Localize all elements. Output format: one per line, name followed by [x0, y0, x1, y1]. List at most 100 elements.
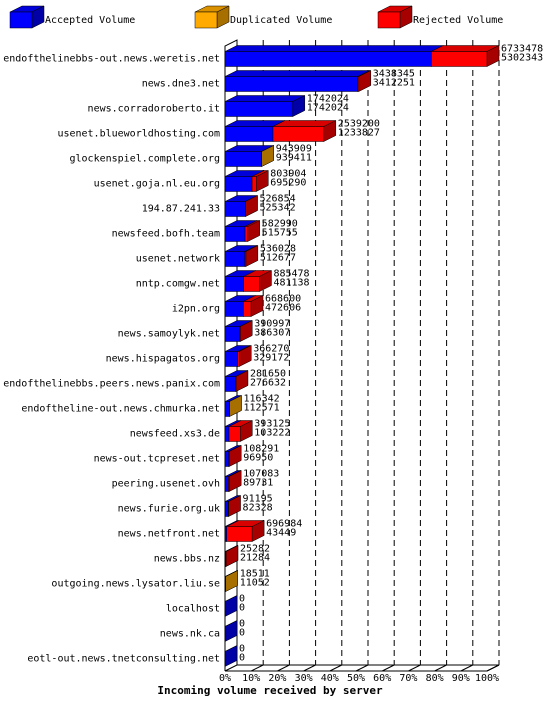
accepted-label: 1233827 — [338, 128, 380, 139]
accepted-label: 5302343 — [501, 53, 543, 64]
x-tick-label: 100% — [475, 673, 499, 684]
total-label: 18511 — [240, 569, 270, 580]
bar-segment-side — [225, 545, 239, 567]
bar-segment-side — [224, 645, 238, 667]
category-label: usenet.network — [136, 254, 220, 265]
total-label: 0 — [239, 594, 245, 605]
accepted-label: 0 — [239, 653, 245, 664]
bar-segment — [237, 351, 240, 367]
bar-segment-side — [224, 620, 238, 642]
bar-segment — [243, 301, 252, 317]
legend-label: Rejected Volume — [413, 15, 503, 26]
bar-segment — [224, 151, 262, 167]
total-label: 281650 — [250, 369, 286, 380]
x-tick-label: 60% — [373, 673, 391, 684]
total-label: 803904 — [270, 169, 306, 180]
x-tick-label: 70% — [399, 673, 417, 684]
bar-segment — [224, 401, 230, 417]
bar-segment-side — [224, 595, 238, 617]
legend-swatch — [194, 11, 218, 29]
bar-segment — [224, 476, 229, 492]
bar-segment — [224, 301, 244, 317]
bar-segment — [224, 51, 432, 67]
bar-segment-side — [225, 570, 238, 592]
bar-segment — [228, 476, 230, 492]
tick-mark — [303, 664, 316, 672]
accepted-label: 103222 — [254, 428, 290, 439]
category-label: nntp.comgw.net — [136, 279, 220, 290]
accepted-label: 82328 — [243, 503, 273, 514]
accepted-label: 112571 — [244, 403, 280, 414]
accepted-label: 695290 — [270, 178, 306, 189]
x-tick-label: 90% — [452, 673, 470, 684]
total-label: 25282 — [240, 544, 270, 555]
accepted-label: 276632 — [250, 378, 286, 389]
bar-segment — [224, 251, 246, 267]
tick-mark — [408, 664, 421, 672]
total-label: 885478 — [273, 269, 309, 280]
total-label: 0 — [239, 619, 245, 630]
category-label: 194.87.241.33 — [142, 204, 220, 215]
bar-segment — [224, 426, 230, 442]
tick-mark — [250, 664, 264, 672]
accepted-label: 96950 — [243, 453, 273, 464]
accepted-label: 11052 — [240, 578, 270, 589]
total-label: 582990 — [262, 219, 298, 230]
total-label: 526854 — [259, 194, 295, 205]
total-label: 107083 — [243, 469, 279, 480]
category-label: news.hispagatos.org — [106, 354, 220, 365]
category-label: news.bbs.nz — [154, 554, 220, 565]
x-tick-label: 30% — [295, 673, 313, 684]
total-label: 1742024 — [307, 94, 349, 105]
accepted-label: 472606 — [265, 303, 301, 314]
accepted-label: 1742024 — [307, 103, 349, 114]
x-tick-label: 50% — [347, 673, 365, 684]
bar-segment — [224, 526, 227, 542]
category-label: endofthelinebbs.peers.news.panix.com — [3, 379, 220, 390]
bar-segment — [224, 326, 241, 342]
category-label: news.dne3.net — [142, 79, 220, 90]
bar-segment — [224, 276, 244, 292]
bar-segment — [251, 176, 257, 192]
total-label: 116342 — [244, 394, 280, 405]
accepted-label: 43449 — [266, 528, 296, 539]
tick-mark — [434, 664, 447, 672]
x-tick-label: 10% — [242, 673, 260, 684]
total-label: 943909 — [276, 144, 312, 155]
legend-label: Accepted Volume — [45, 15, 135, 26]
bar-segment — [224, 126, 274, 142]
bar-segment — [431, 51, 488, 67]
total-label: 668600 — [265, 294, 301, 305]
category-label: i2pn.org — [172, 304, 220, 315]
category-label: newsfeed.xs3.de — [130, 429, 220, 440]
bar-segment — [243, 276, 260, 292]
bar-segment — [224, 451, 230, 467]
category-label: glockenspiel.complete.org — [69, 154, 220, 165]
total-label: 91195 — [243, 494, 273, 505]
bar-segment — [357, 76, 360, 92]
accepted-label: 21284 — [240, 553, 270, 564]
accepted-label: 89731 — [243, 478, 273, 489]
tick-mark — [329, 664, 343, 672]
category-label: outgoing.news.lysator.liu.se — [51, 579, 220, 590]
tick-mark — [381, 664, 395, 672]
total-label: 366270 — [253, 344, 289, 355]
bar-segment — [226, 526, 253, 542]
tick-mark — [224, 664, 238, 672]
total-label: 0 — [239, 644, 245, 655]
tick-mark — [486, 664, 500, 672]
x-tick-label: 20% — [268, 673, 286, 684]
bar-segment-top — [224, 70, 370, 77]
accepted-label: 515755 — [262, 228, 298, 239]
category-label: endoftheline-out.news.chmurka.net — [21, 404, 220, 415]
total-label: 536028 — [260, 244, 296, 255]
total-label: 393125 — [254, 419, 290, 430]
x-tick-label: 40% — [321, 673, 339, 684]
accepted-label: 3412251 — [373, 78, 415, 89]
tick-mark — [277, 664, 290, 672]
x-tick-label: 80% — [426, 673, 444, 684]
category-label: peering.usenet.ovh — [112, 479, 220, 490]
bar-segment — [224, 226, 246, 242]
